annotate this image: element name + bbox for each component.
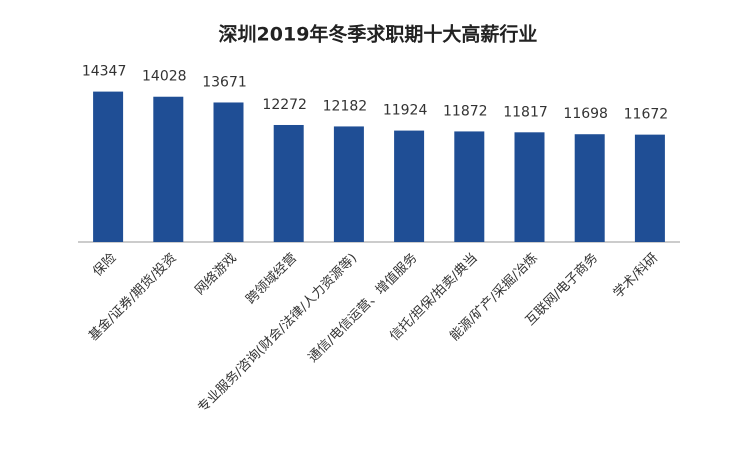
value-label: 12182: [323, 98, 368, 114]
bar: [273, 124, 304, 242]
bar: [93, 91, 124, 243]
value-label: 13671: [202, 74, 247, 90]
value-label: 14028: [142, 69, 187, 85]
x-tick-label: 网络游戏: [192, 250, 240, 298]
value-label: 14347: [82, 64, 127, 80]
bar: [153, 96, 184, 243]
value-label: 12272: [262, 97, 307, 113]
bar: [333, 126, 364, 242]
bar: [394, 130, 425, 242]
bar: [213, 102, 244, 242]
value-label: 11672: [624, 107, 669, 123]
bar: [574, 134, 605, 242]
bar: [634, 134, 665, 242]
x-tick-label: 学术/科研: [610, 250, 661, 301]
x-tick-label: 通信/电信运营、增值服务: [305, 250, 421, 366]
value-label: 11924: [383, 103, 428, 119]
bar: [454, 131, 485, 242]
value-label: 11872: [443, 103, 488, 119]
chart-title: 深圳2019年冬季求职期十大高薪行业: [219, 23, 538, 46]
value-label: 11817: [503, 104, 548, 120]
bar: [514, 132, 545, 242]
x-tick-label: 保险: [90, 251, 119, 280]
x-tick-label: 跨领域经营: [243, 251, 300, 308]
value-label: 11698: [563, 106, 608, 122]
